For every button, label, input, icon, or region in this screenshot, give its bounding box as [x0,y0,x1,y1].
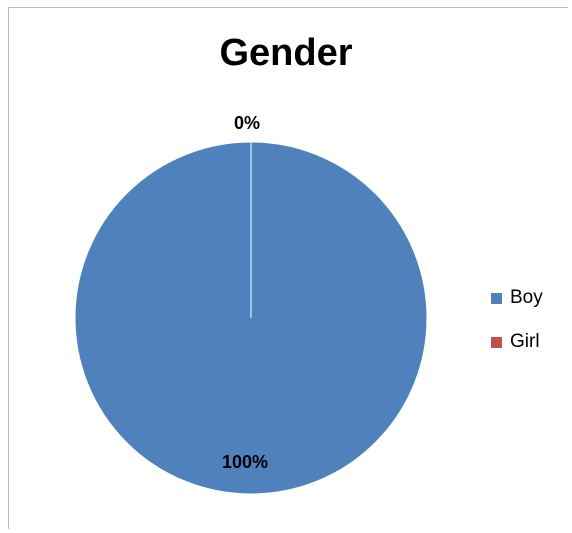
data-label-girl: 0% [234,113,260,133]
legend-item-girl: Girl [491,330,543,354]
legend-label-boy: Boy [510,287,543,308]
legend-swatch-boy [491,292,502,304]
legend-swatch-girl [491,336,502,348]
legend-label-girl: Girl [510,331,540,352]
legend-item-boy: Boy [491,286,543,310]
data-label-boy: 100% [222,452,268,472]
chart-title: Gender [219,32,353,74]
legend: Boy Girl [491,286,543,374]
